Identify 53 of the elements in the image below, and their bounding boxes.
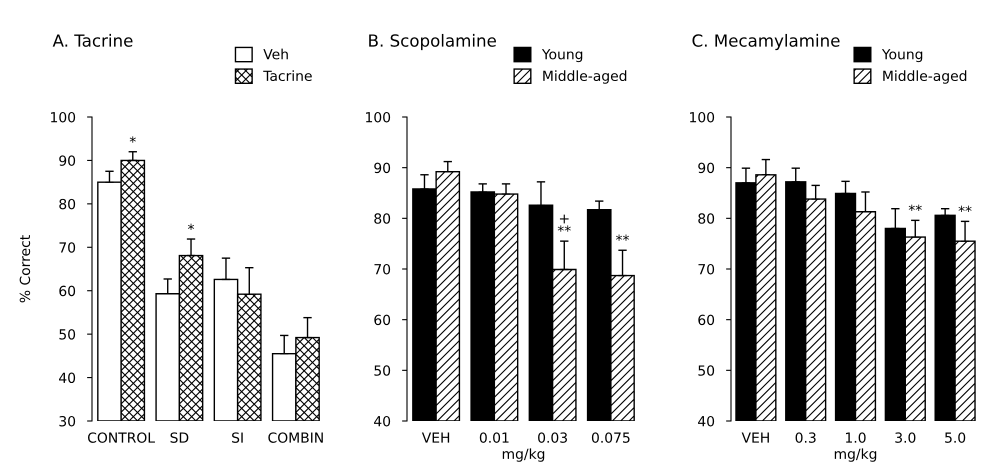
y-axis-title: % Correct — [20, 235, 30, 302]
x-tick-label: CONTROL — [88, 432, 155, 443]
y-tick-label: 80 — [59, 198, 76, 210]
x-axis-title: mg/kg — [502, 448, 544, 462]
x-tick-label: 0.3 — [796, 432, 816, 443]
y-tick-label: 60 — [698, 314, 714, 326]
x-tick-label: 0.03 — [538, 432, 567, 443]
annotation: + ** — [558, 214, 571, 232]
x-tick-label: 1.0 — [846, 432, 866, 443]
y-tick-label: 50 — [698, 365, 714, 376]
x-tick-label: 0.01 — [480, 432, 509, 443]
legend-label: Veh — [263, 48, 288, 60]
y-tick-label: 90 — [59, 155, 76, 166]
y-tick-label: 40 — [698, 416, 714, 426]
annotation: * — [188, 224, 194, 230]
y-tick-label: 70 — [374, 264, 390, 274]
x-tick-label: COMBIN — [268, 432, 323, 443]
y-tick-label: 70 — [59, 242, 76, 253]
y-tick-label: 40 — [59, 372, 76, 384]
annotation: ** — [616, 234, 630, 241]
x-tick-label: VEH — [422, 432, 450, 443]
y-tick-label: 70 — [698, 264, 714, 274]
x-tick-label: 0.075 — [592, 432, 630, 443]
y-tick-label: 60 — [59, 286, 76, 296]
y-tick-label: 100 — [690, 112, 714, 122]
legend-label: Young — [542, 49, 582, 62]
y-tick-label: 100 — [366, 112, 390, 122]
chart-title: B. Scopolamine — [369, 34, 496, 50]
legend-label: Young — [882, 49, 922, 62]
y-tick-label: 80 — [698, 213, 714, 224]
x-tick-label: VEH — [742, 432, 769, 443]
legend-label: Middle-aged — [883, 70, 966, 84]
y-tick-label: 100 — [51, 112, 76, 122]
annotation: ** — [958, 206, 972, 212]
chart-title: A. Tacrine — [52, 34, 132, 47]
y-tick-label: 80 — [374, 213, 390, 224]
x-tick-label: 3.0 — [895, 432, 916, 443]
y-tick-label: 90 — [698, 162, 714, 174]
y-tick-label: 50 — [59, 329, 76, 340]
annotation: ** — [908, 204, 922, 211]
y-tick-label: 30 — [59, 416, 76, 426]
chart-title: C. Mecamylamine — [692, 34, 840, 50]
y-tick-label: 40 — [374, 416, 390, 426]
y-tick-label: 90 — [374, 162, 390, 174]
x-tick-label: SD — [170, 432, 188, 443]
y-tick-label: 60 — [374, 314, 390, 326]
annotation: * — [130, 136, 136, 143]
x-tick-label: SI — [232, 432, 243, 443]
x-axis-title: mg/kg — [834, 448, 876, 462]
legend-label: Middle-aged — [543, 70, 626, 84]
legend-label: Tacrine — [263, 70, 312, 82]
x-tick-label: 5.0 — [945, 432, 966, 443]
y-tick-label: 50 — [374, 365, 390, 376]
